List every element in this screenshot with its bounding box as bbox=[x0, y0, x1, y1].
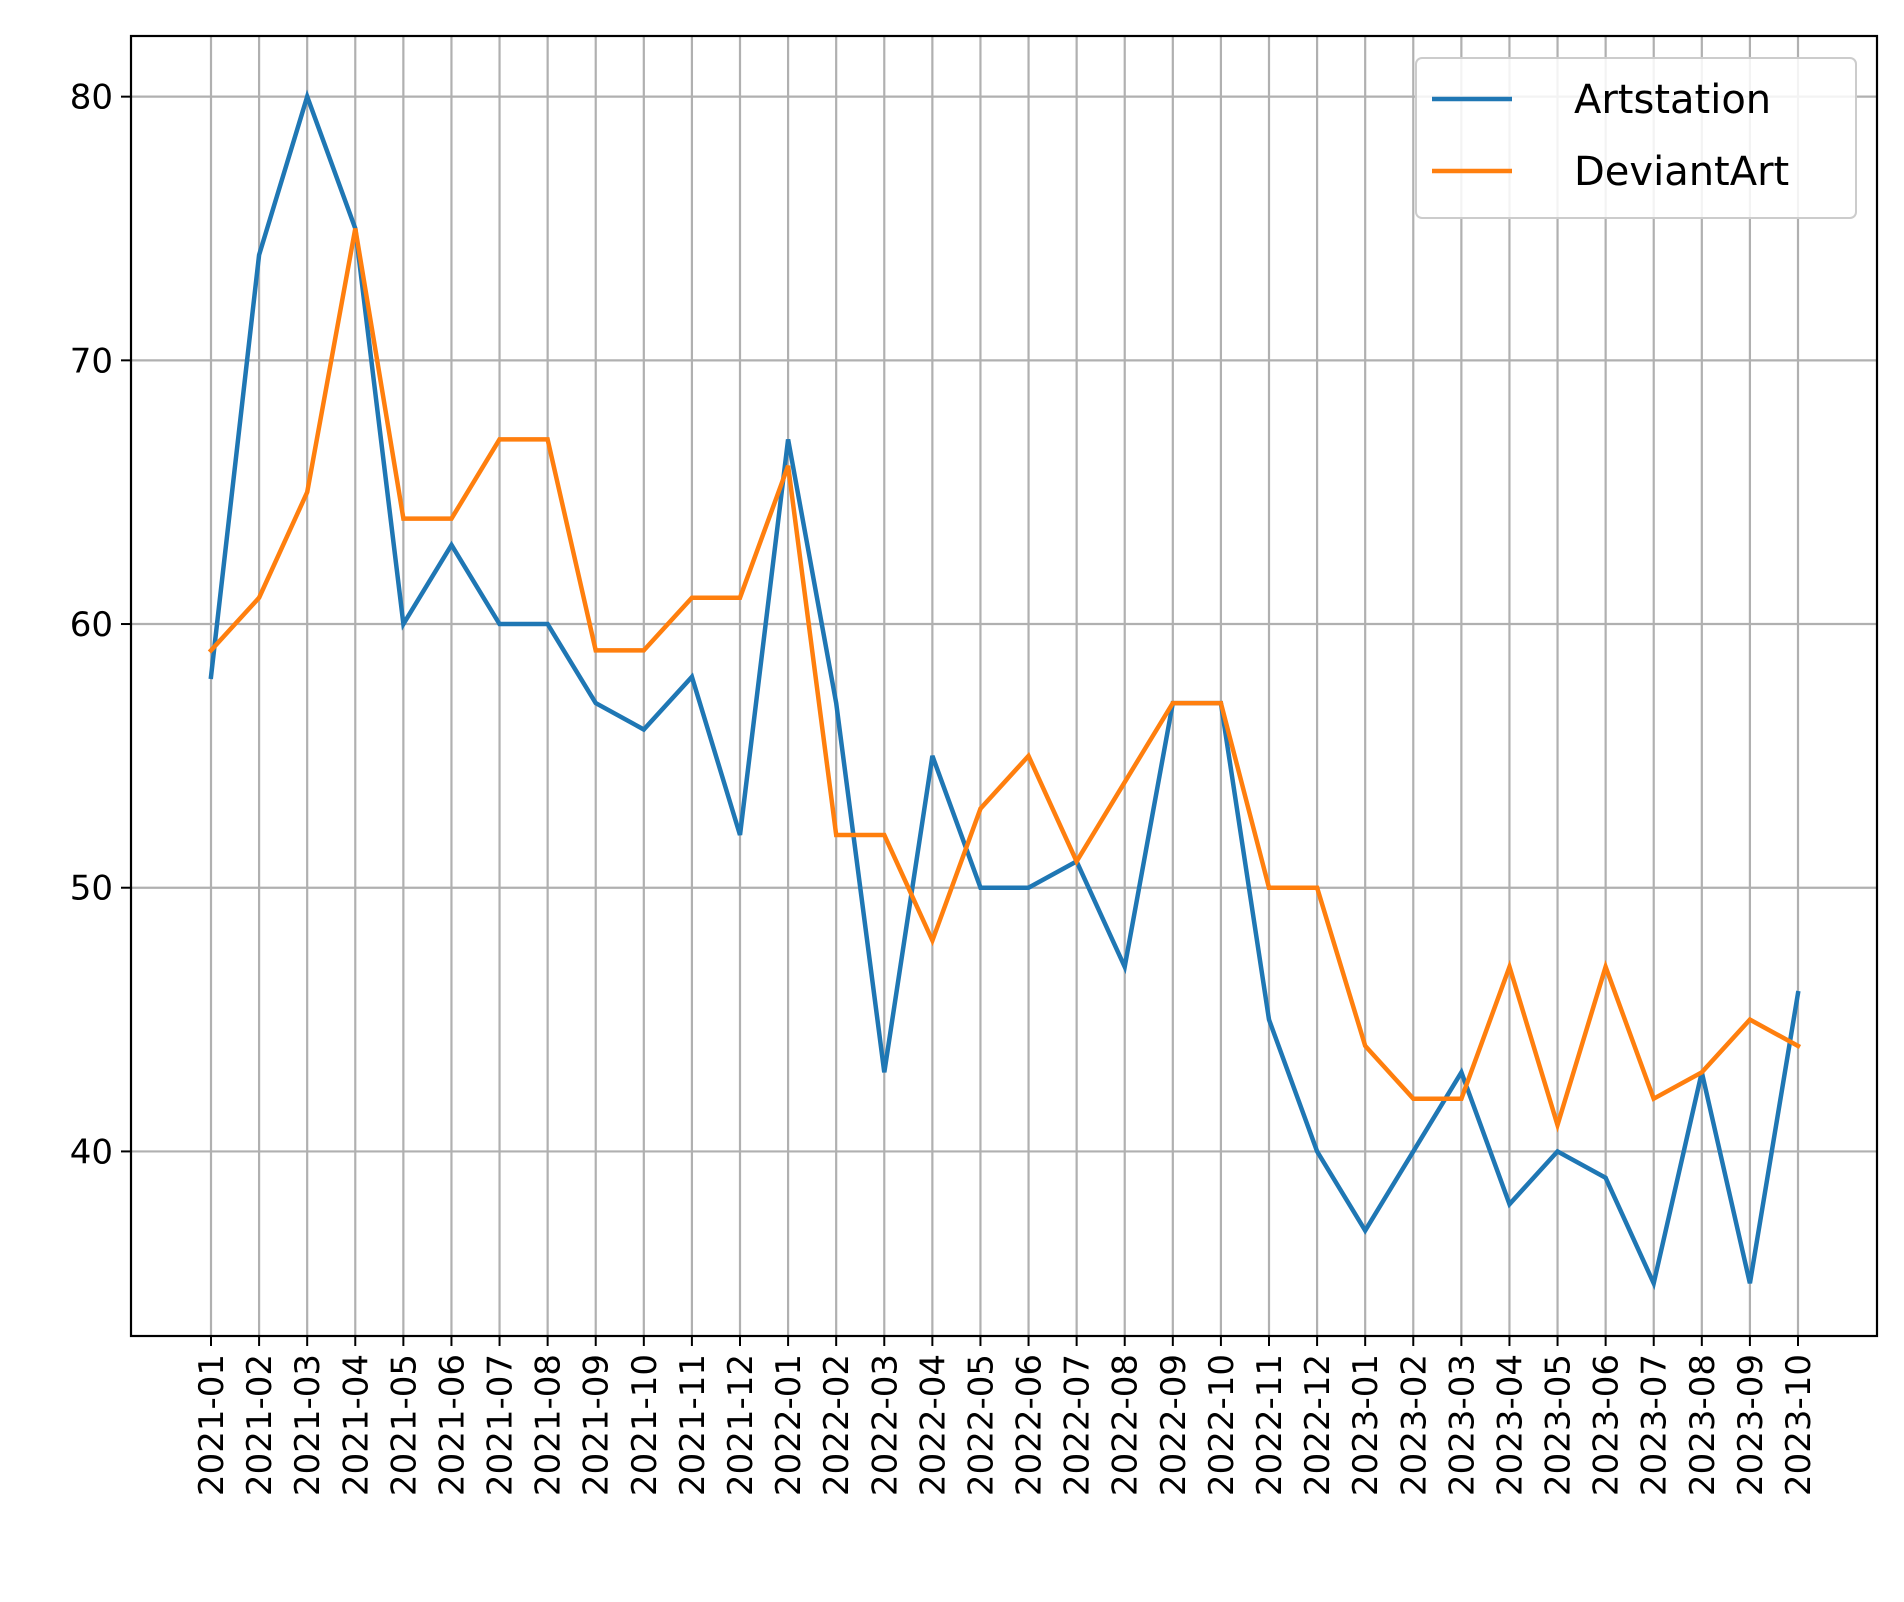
x-tick-label: 2022-03 bbox=[865, 1354, 905, 1496]
y-tick-label: 50 bbox=[70, 869, 113, 909]
x-tick-label: 2022-02 bbox=[817, 1354, 857, 1496]
x-tick-label: 2023-08 bbox=[1683, 1354, 1723, 1496]
legend-label-artstation: Artstation bbox=[1574, 77, 1771, 123]
x-tick-label: 2022-06 bbox=[1010, 1354, 1050, 1496]
x-tick-label: 2022-05 bbox=[961, 1354, 1001, 1496]
y-tick-label: 60 bbox=[70, 605, 113, 645]
x-tick-label: 2021-01 bbox=[192, 1354, 232, 1496]
x-tick-label: 2021-05 bbox=[384, 1354, 424, 1496]
x-tick-label: 2022-12 bbox=[1298, 1354, 1338, 1496]
x-tick-label: 2021-02 bbox=[240, 1354, 280, 1496]
x-tick-label: 2023-06 bbox=[1587, 1354, 1627, 1496]
legend-frame bbox=[1415, 57, 1857, 219]
series-line-deviantart bbox=[207, 228, 1802, 1133]
legend-label-deviantart: DeviantArt bbox=[1574, 149, 1789, 195]
x-tick-label: 2023-07 bbox=[1635, 1354, 1675, 1496]
x-axis: 2021-01 2021-02 2021-03 2021-04 2021-05 2021-… bbox=[192, 1336, 1819, 1496]
x-tick-label: 2022-04 bbox=[913, 1354, 953, 1496]
series-line-artstation bbox=[208, 89, 1801, 1291]
x-tick-label: 2022-01 bbox=[769, 1354, 809, 1496]
x-tick-label: 2023-05 bbox=[1539, 1354, 1579, 1496]
x-tick-label: 2023-02 bbox=[1394, 1354, 1434, 1496]
x-tick-label: 2023-03 bbox=[1442, 1354, 1482, 1496]
x-tick-label: 2021-08 bbox=[529, 1354, 569, 1496]
x-tick-label: 2023-01 bbox=[1346, 1354, 1386, 1496]
x-tick-label: 2021-07 bbox=[481, 1354, 521, 1496]
x-tick-label: 2021-10 bbox=[625, 1354, 665, 1496]
y-tick-label: 70 bbox=[70, 341, 113, 381]
y-grid bbox=[131, 95, 1877, 1153]
x-tick-label: 2022-08 bbox=[1106, 1354, 1146, 1496]
plot-frame bbox=[129, 34, 1879, 1338]
x-tick-label: 2021-09 bbox=[577, 1354, 617, 1496]
y-tick-label: 80 bbox=[70, 78, 113, 118]
x-tick-label: 2021-04 bbox=[336, 1354, 376, 1496]
legend: Artstation DeviantArt bbox=[1415, 57, 1857, 219]
y-tick-label: 40 bbox=[70, 1132, 113, 1172]
x-tick-label: 2023-10 bbox=[1779, 1354, 1819, 1496]
x-tick-label: 2022-09 bbox=[1154, 1354, 1194, 1496]
x-tick-label: 2022-10 bbox=[1202, 1354, 1242, 1496]
x-tick-label: 2021-06 bbox=[432, 1354, 472, 1496]
x-tick-label: 2023-04 bbox=[1490, 1354, 1530, 1496]
x-tick-label: 2023-09 bbox=[1731, 1354, 1771, 1496]
x-tick-label: 2022-11 bbox=[1250, 1354, 1290, 1496]
plot-area bbox=[131, 36, 1877, 1336]
x-tick-label: 2021-11 bbox=[673, 1354, 713, 1496]
x-tick-label: 2021-03 bbox=[288, 1354, 328, 1496]
series-layer bbox=[207, 89, 1802, 1291]
y-axis: 40 50 60 70 80 bbox=[70, 78, 131, 1172]
x-grid bbox=[209, 36, 1800, 1336]
x-tick-label: 2021-12 bbox=[721, 1354, 761, 1496]
x-tick-label: 2022-07 bbox=[1058, 1354, 1098, 1496]
